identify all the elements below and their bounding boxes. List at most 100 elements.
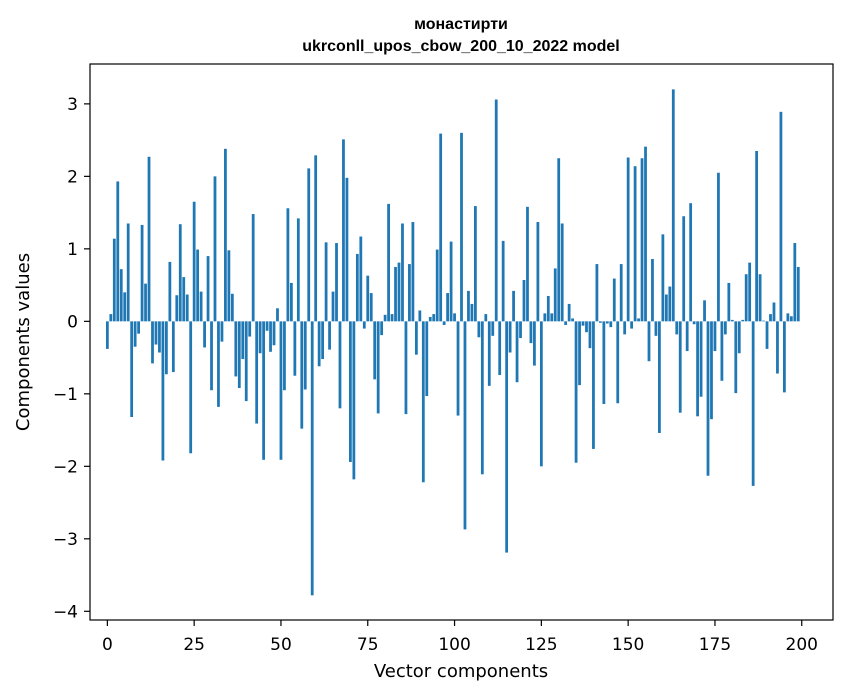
bar-39 [241, 321, 245, 360]
bar-7 [130, 321, 134, 418]
bar-3 [116, 181, 120, 322]
bar-150 [626, 157, 630, 322]
bar-153 [637, 318, 640, 322]
bar-24 [189, 321, 193, 454]
bar-144 [605, 321, 609, 324]
bar-59 [310, 321, 314, 596]
bars-group [105, 89, 800, 596]
bar-181 [734, 321, 738, 394]
bar-29 [206, 256, 210, 322]
bar-176 [717, 172, 720, 322]
bar-126 [543, 313, 547, 322]
bar-100 [453, 313, 456, 322]
bar-137 [581, 321, 585, 326]
bar-78 [376, 321, 380, 414]
bar-162 [668, 286, 672, 322]
bar-187 [755, 150, 759, 322]
bar-46 [265, 321, 269, 331]
bar-88 [411, 222, 415, 322]
bar-19 [171, 321, 175, 373]
bar-102 [460, 132, 463, 322]
bar-80 [383, 314, 387, 322]
bar-4 [119, 269, 123, 322]
bar-193 [776, 321, 779, 374]
bar-114 [501, 240, 505, 322]
bar-47 [269, 321, 272, 352]
bar-5 [123, 292, 127, 322]
bar-73 [359, 236, 363, 322]
bar-149 [623, 321, 627, 335]
bar-131 [560, 223, 564, 322]
bar-40 [244, 321, 248, 402]
y-axis-ticks: −4 −3 −2 −1 0 1 2 3 [53, 95, 90, 622]
x-tick-label: 50 [270, 635, 292, 655]
bar-184 [744, 274, 748, 322]
bar-90 [418, 310, 422, 322]
bar-148 [619, 264, 623, 322]
bar-105 [470, 303, 474, 322]
bar-89 [414, 321, 418, 355]
bar-6 [126, 223, 130, 322]
bar-81 [387, 203, 390, 322]
bar-179 [727, 282, 731, 322]
bar-83 [394, 266, 397, 322]
bar-20 [175, 295, 179, 322]
bar-43 [255, 321, 259, 424]
bar-85 [401, 223, 404, 322]
chart-subtitle: ukrconll_upos_cbow_200_10_2022 model [302, 38, 619, 55]
bar-75 [366, 275, 370, 322]
x-tick-label: 125 [525, 635, 557, 655]
bar-84 [397, 262, 401, 322]
bar-108 [480, 321, 484, 475]
bar-118 [515, 321, 519, 383]
y-tick-label: −1 [53, 385, 78, 405]
bar-139 [588, 321, 592, 349]
bar-142 [598, 321, 602, 323]
bar-122 [529, 321, 533, 344]
bar-56 [300, 321, 304, 429]
bar-99 [449, 241, 453, 322]
bar-58 [307, 168, 311, 322]
bar-151 [630, 321, 634, 329]
bar-175 [713, 321, 717, 352]
bar-97 [442, 321, 446, 325]
bar-16 [161, 321, 165, 461]
bar-103 [463, 321, 467, 530]
bar-141 [595, 264, 599, 322]
bar-62 [321, 321, 325, 360]
bar-171 [699, 321, 703, 397]
bar-34 [224, 148, 227, 322]
bar-160 [661, 234, 665, 322]
bar-9 [137, 321, 140, 334]
bar-2 [112, 238, 116, 322]
bar-166 [682, 216, 686, 322]
x-tick-label: 200 [786, 635, 818, 655]
bar-8 [133, 321, 137, 347]
bar-158 [654, 321, 658, 336]
bar-155 [644, 146, 647, 322]
bar-53 [289, 282, 293, 322]
x-tick-label: 175 [699, 635, 731, 655]
bar-101 [456, 321, 460, 416]
y-tick-label: 3 [67, 95, 78, 115]
bar-130 [557, 158, 561, 322]
bar-38 [237, 321, 241, 389]
bar-178 [723, 321, 727, 335]
bar-198 [793, 243, 797, 322]
bar-93 [428, 316, 432, 322]
bar-54 [293, 321, 297, 376]
bar-138 [585, 321, 588, 333]
bar-145 [609, 321, 613, 328]
bar-66 [335, 243, 338, 322]
bar-12 [147, 156, 151, 322]
bar-63 [324, 242, 328, 322]
bar-177 [720, 321, 724, 381]
bar-42 [251, 214, 255, 322]
bar-159 [658, 321, 661, 433]
bar-52 [286, 208, 290, 322]
x-tick-label: 75 [357, 635, 379, 655]
bar-28 [203, 321, 206, 348]
bar-30 [210, 321, 213, 391]
bar-164 [675, 321, 679, 335]
x-axis-label: Vector components [374, 661, 548, 682]
